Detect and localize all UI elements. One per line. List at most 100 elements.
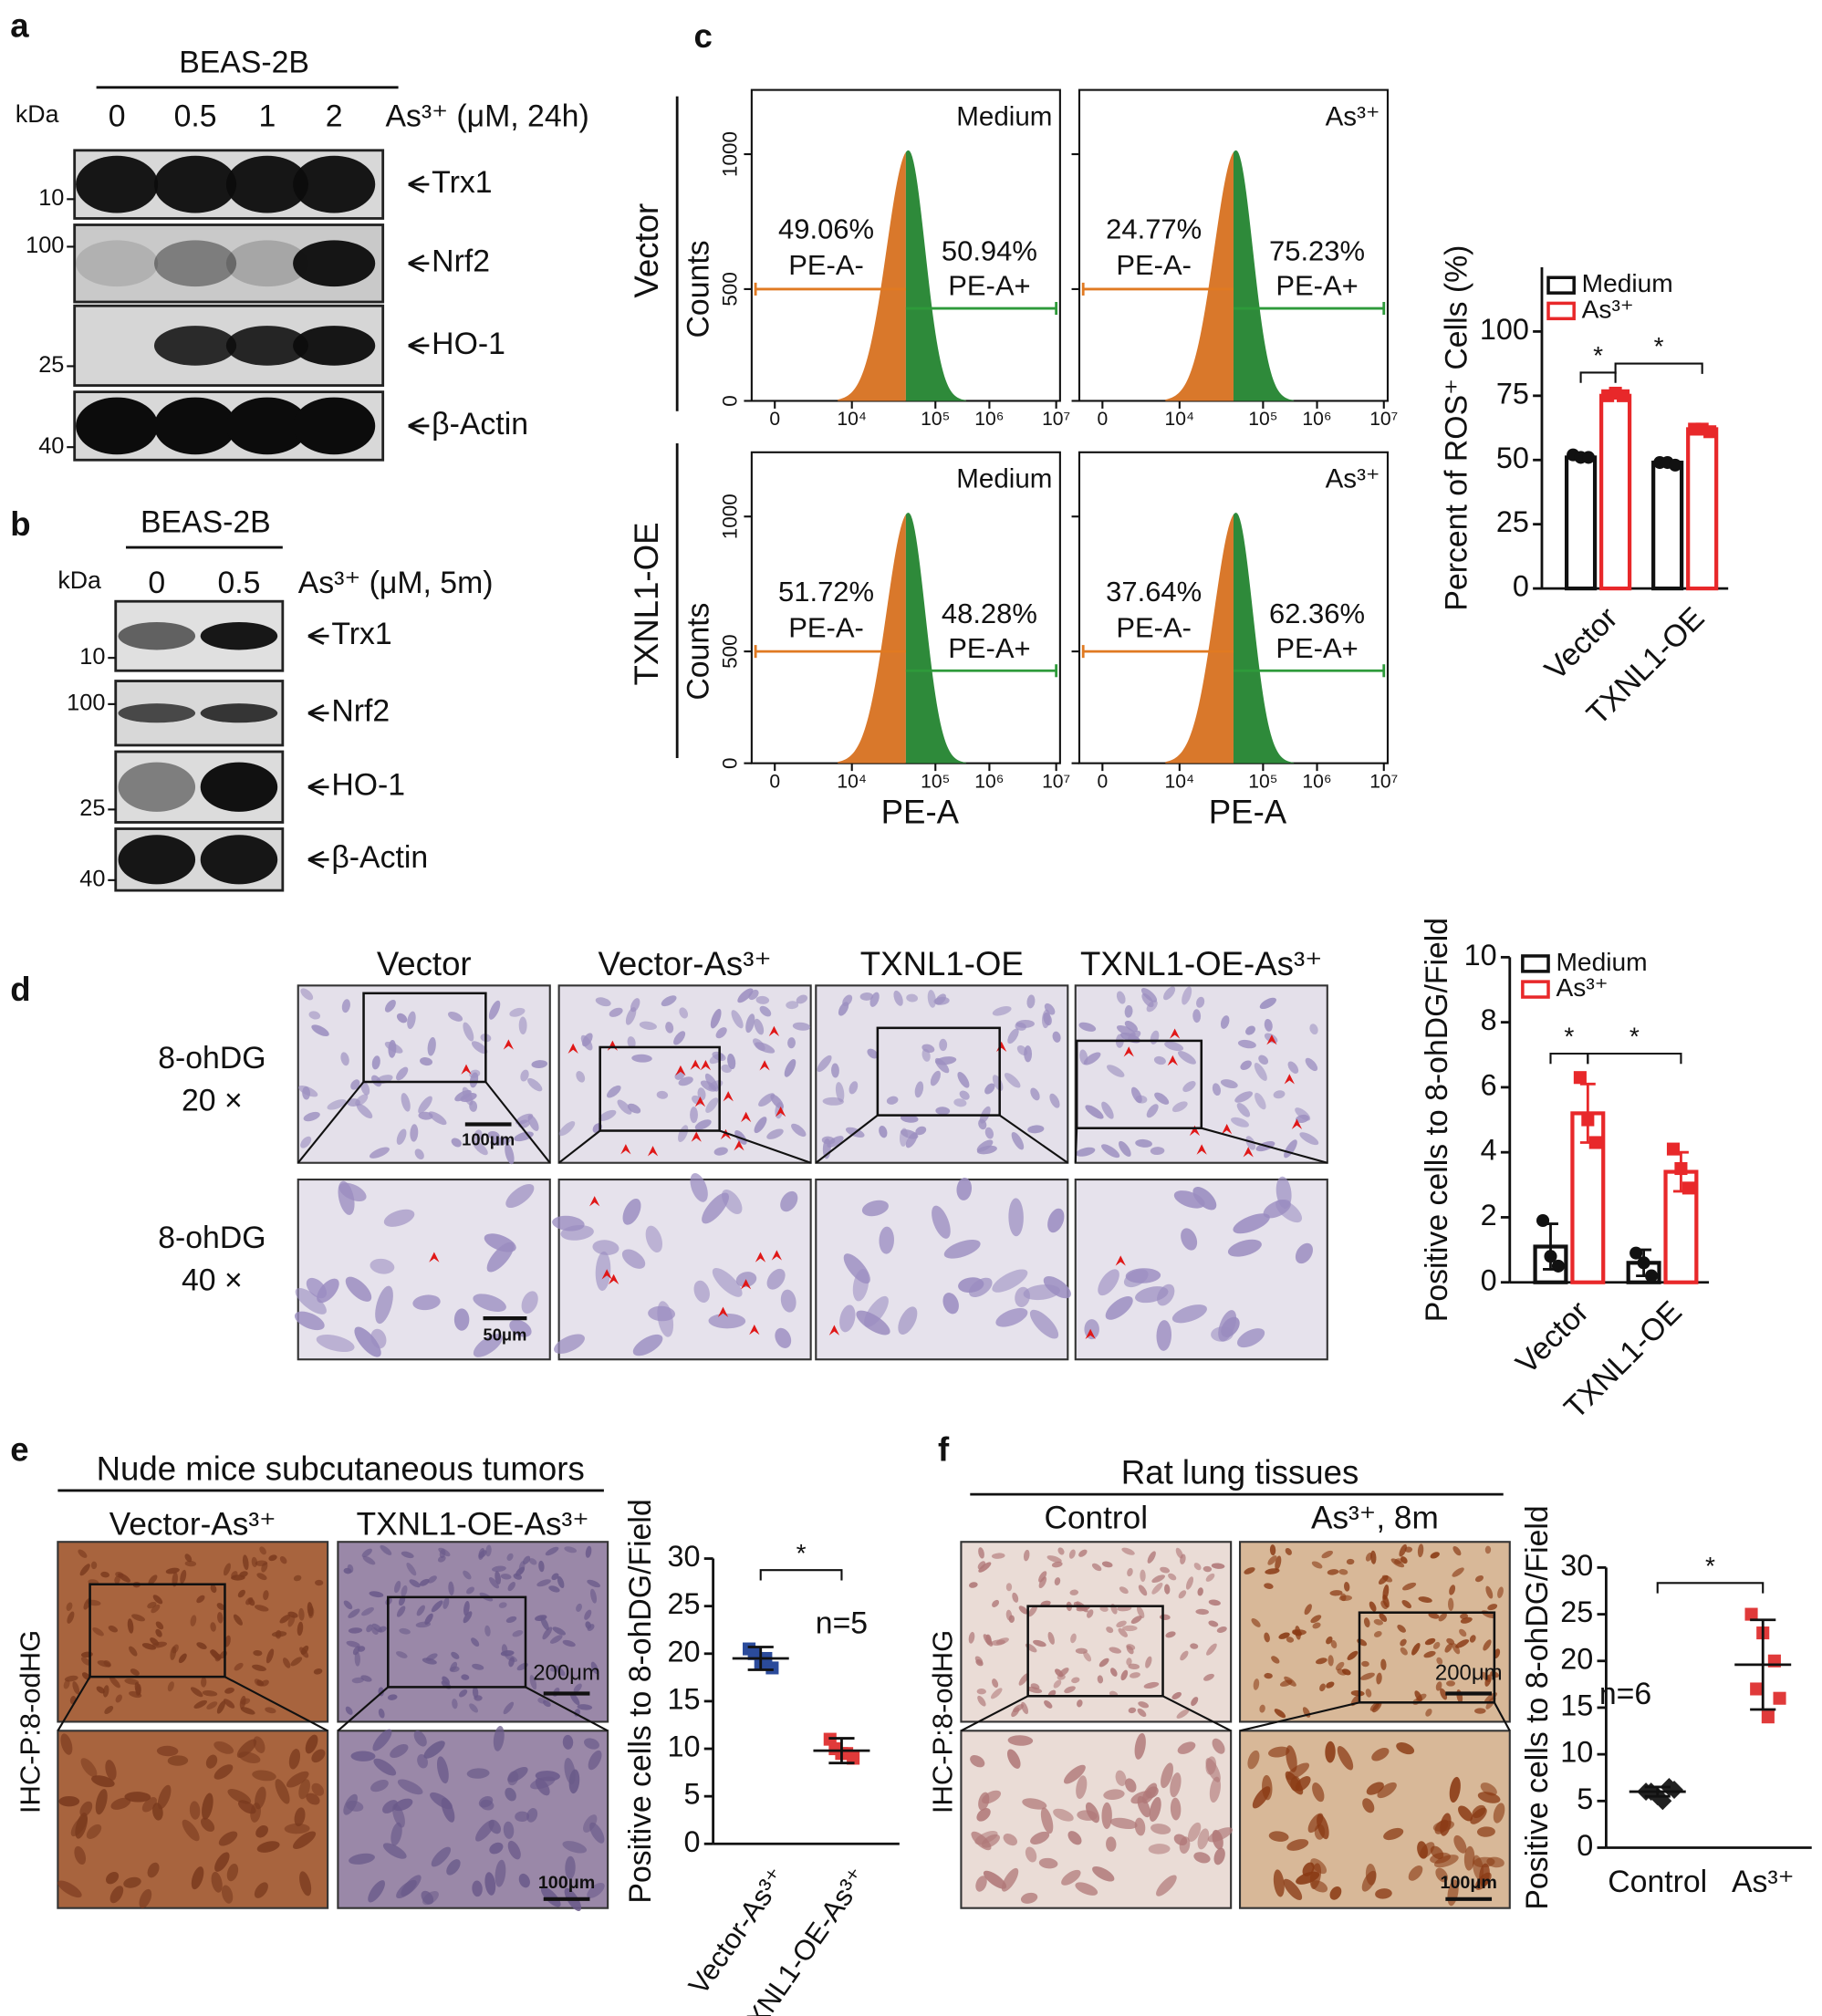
cell — [527, 1114, 539, 1131]
cell — [471, 1041, 488, 1055]
cell — [1160, 1566, 1171, 1574]
cell — [298, 1779, 310, 1800]
cell — [210, 1649, 222, 1660]
cell — [1404, 1546, 1413, 1553]
cell — [67, 1611, 75, 1624]
cell — [1076, 1147, 1096, 1157]
band-label: Trx1 — [432, 165, 492, 200]
legend-swatch — [1546, 275, 1576, 295]
cell — [383, 1209, 415, 1227]
cell — [473, 1334, 503, 1357]
band-label: β-Actin — [331, 840, 428, 875]
legend-label: Medium — [1582, 269, 1673, 297]
cell — [401, 1551, 414, 1559]
arrowhead — [1115, 1255, 1126, 1266]
cell — [1292, 1629, 1303, 1637]
cell — [366, 1624, 373, 1633]
annotation: * — [1593, 341, 1603, 369]
cell — [1015, 1020, 1035, 1028]
cell — [645, 1225, 663, 1253]
cell — [1124, 1020, 1138, 1033]
cell — [1067, 1831, 1082, 1845]
x-tick-label: 10⁷ — [1042, 409, 1070, 430]
cell — [1453, 1834, 1467, 1854]
cell — [995, 1307, 1028, 1327]
cell — [1130, 1616, 1142, 1625]
cell — [1400, 1638, 1407, 1647]
cell — [129, 1646, 138, 1657]
cell — [859, 992, 874, 1001]
cell — [576, 1071, 586, 1083]
data-point — [1581, 1113, 1595, 1127]
cell — [1173, 1190, 1205, 1209]
cell — [1164, 1584, 1171, 1595]
cell — [340, 1052, 349, 1066]
y-tick-label: 10 — [668, 1730, 701, 1763]
arrowhead — [723, 1091, 734, 1102]
cell — [1129, 1672, 1140, 1678]
cell — [297, 1085, 318, 1097]
axis-title: Counts — [681, 603, 715, 701]
cell — [1131, 1086, 1142, 1104]
cell — [412, 1294, 441, 1311]
cell — [943, 1239, 981, 1259]
cell — [694, 1119, 712, 1130]
cell — [1428, 1612, 1440, 1619]
cell — [1295, 1107, 1311, 1121]
cell — [1011, 1131, 1025, 1150]
cell — [509, 1007, 526, 1017]
cell — [226, 1863, 239, 1882]
cell — [1325, 1741, 1336, 1763]
cell — [1283, 1878, 1303, 1900]
x-tick-label: 10⁵ — [1248, 409, 1277, 430]
cell — [625, 1007, 637, 1025]
cell — [1382, 1585, 1390, 1600]
cell — [216, 1700, 226, 1714]
cell — [562, 1639, 576, 1647]
cell — [755, 995, 770, 1004]
cell — [1070, 1633, 1077, 1644]
cell — [1312, 1622, 1321, 1629]
cell — [992, 1599, 1000, 1607]
data-point — [828, 1741, 842, 1756]
zoom-line — [960, 1695, 1029, 1732]
cell — [1153, 1055, 1166, 1065]
cell — [515, 1566, 526, 1576]
arrowhead — [771, 1250, 782, 1261]
cell — [378, 1626, 387, 1633]
cell — [983, 1870, 1007, 1889]
cell — [1161, 1762, 1173, 1789]
zoom-box — [362, 992, 487, 1084]
cell — [1411, 1643, 1421, 1656]
cell — [1278, 1632, 1290, 1639]
cell — [1327, 1655, 1334, 1667]
cell — [313, 1668, 323, 1675]
x-tick-label: 10⁵ — [921, 771, 950, 792]
x-tick-label: Control — [1608, 1865, 1707, 1899]
cell — [414, 1148, 424, 1160]
cell — [196, 1595, 205, 1604]
cell — [595, 997, 611, 1007]
cell — [1203, 1673, 1214, 1681]
cell — [109, 1676, 120, 1689]
x-tick-label: 10⁴ — [837, 409, 867, 430]
cell — [1127, 1567, 1133, 1577]
cell — [303, 1111, 320, 1122]
cell — [284, 1823, 310, 1834]
cell — [397, 1779, 423, 1795]
cell — [401, 1585, 408, 1597]
cell — [576, 1603, 582, 1612]
micrograph — [297, 984, 551, 1164]
column-label: Vector — [377, 945, 472, 982]
cell — [540, 1616, 549, 1631]
cell — [357, 1646, 366, 1652]
arrowhead — [734, 1140, 744, 1151]
cell — [1273, 1090, 1286, 1099]
cell — [956, 1178, 973, 1200]
cell — [260, 1679, 269, 1687]
cell — [978, 1547, 984, 1559]
cell — [792, 1022, 811, 1031]
cell — [1264, 1632, 1270, 1643]
cell — [255, 1824, 268, 1838]
bar — [1651, 460, 1684, 591]
